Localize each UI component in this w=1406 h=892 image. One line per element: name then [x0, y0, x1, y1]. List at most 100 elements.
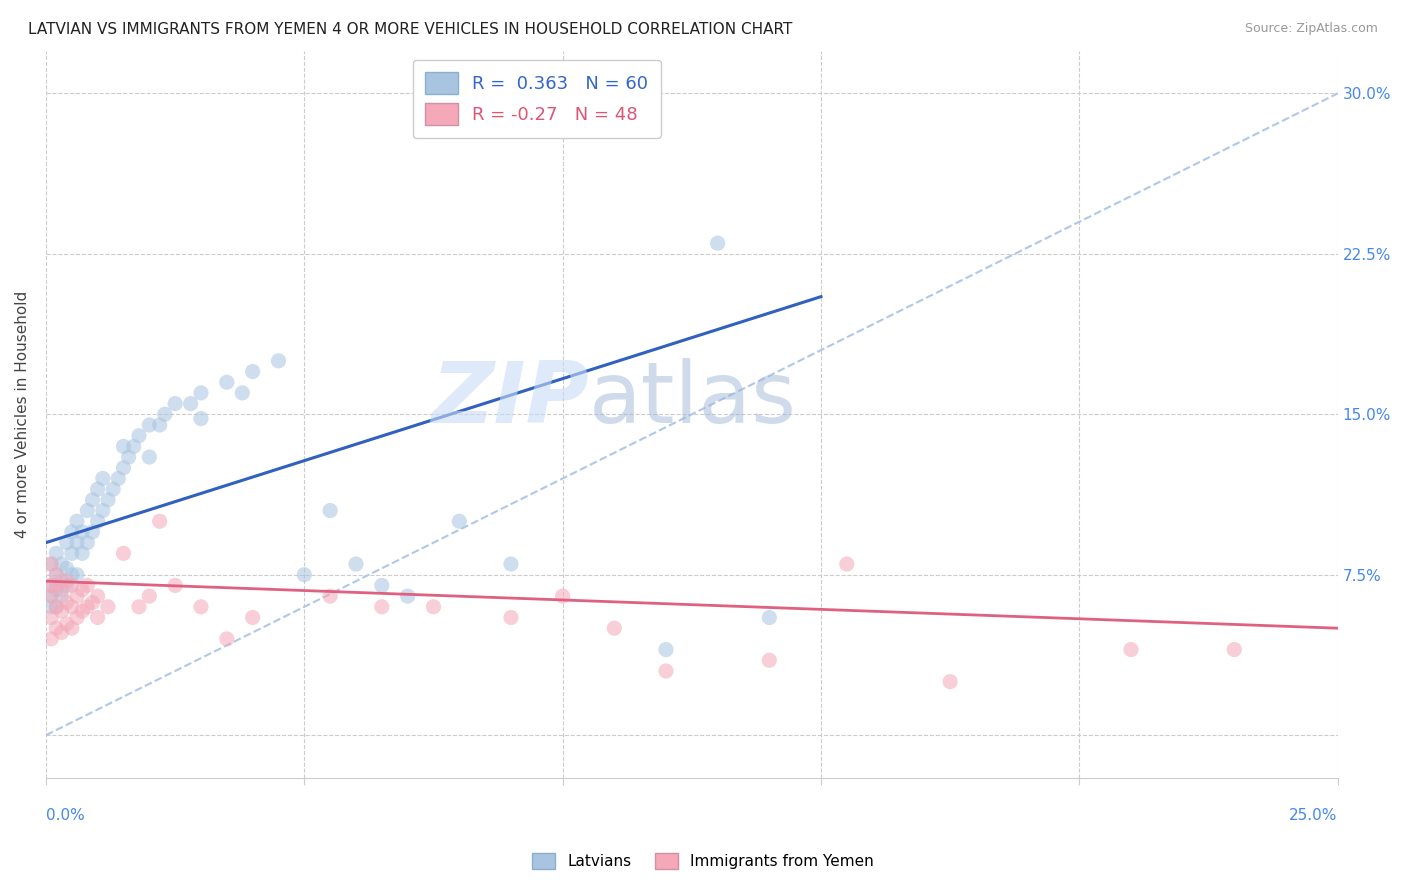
Point — [97, 492, 120, 507]
Point — [835, 557, 858, 571]
Point — [66, 514, 89, 528]
Text: Source: ZipAtlas.com: Source: ZipAtlas.com — [1244, 22, 1378, 36]
Point — [39, 557, 62, 571]
Point — [55, 535, 77, 549]
Point — [45, 567, 67, 582]
Point — [91, 503, 114, 517]
Point — [758, 653, 780, 667]
Point — [231, 385, 253, 400]
Point — [60, 524, 83, 539]
Text: 25.0%: 25.0% — [1289, 808, 1337, 823]
Text: LATVIAN VS IMMIGRANTS FROM YEMEN 4 OR MORE VEHICLES IN HOUSEHOLD CORRELATION CHA: LATVIAN VS IMMIGRANTS FROM YEMEN 4 OR MO… — [28, 22, 793, 37]
Point — [51, 557, 73, 571]
Point — [39, 610, 62, 624]
Point — [82, 492, 104, 507]
Point — [76, 599, 98, 614]
Point — [66, 589, 89, 603]
Point — [70, 582, 93, 597]
Point — [603, 621, 626, 635]
Point — [344, 557, 367, 571]
Point — [51, 574, 73, 589]
Point — [242, 365, 264, 379]
Point — [82, 524, 104, 539]
Point — [39, 632, 62, 646]
Legend: R =  0.363   N = 60, R = -0.27   N = 48: R = 0.363 N = 60, R = -0.27 N = 48 — [413, 60, 661, 138]
Point — [39, 599, 62, 614]
Point — [86, 514, 108, 528]
Point — [39, 589, 62, 603]
Point — [39, 557, 62, 571]
Point — [215, 632, 238, 646]
Point — [97, 599, 120, 614]
Point — [91, 471, 114, 485]
Point — [45, 546, 67, 560]
Y-axis label: 4 or more Vehicles in Household: 4 or more Vehicles in Household — [15, 291, 30, 538]
Point — [655, 664, 678, 678]
Point — [371, 578, 394, 592]
Point — [165, 578, 187, 592]
Point — [51, 582, 73, 597]
Point — [551, 589, 574, 603]
Point — [101, 482, 124, 496]
Point — [55, 561, 77, 575]
Point — [76, 535, 98, 549]
Point — [939, 674, 962, 689]
Point — [319, 503, 342, 517]
Point — [138, 417, 160, 432]
Point — [66, 535, 89, 549]
Point — [499, 610, 522, 624]
Point — [758, 610, 780, 624]
Point — [149, 417, 172, 432]
Point — [82, 595, 104, 609]
Point — [655, 642, 678, 657]
Point — [55, 616, 77, 631]
Point — [66, 567, 89, 582]
Point — [128, 428, 150, 442]
Point — [55, 595, 77, 609]
Point — [396, 589, 419, 603]
Text: ZIP: ZIP — [430, 359, 589, 442]
Point — [60, 599, 83, 614]
Point — [190, 411, 212, 425]
Point — [112, 546, 135, 560]
Point — [138, 450, 160, 464]
Point — [66, 610, 89, 624]
Point — [267, 354, 290, 368]
Point — [1223, 642, 1246, 657]
Point — [122, 439, 145, 453]
Point — [292, 567, 315, 582]
Point — [180, 396, 202, 410]
Point — [39, 578, 62, 592]
Point — [86, 589, 108, 603]
Point — [45, 582, 67, 597]
Point — [45, 578, 67, 592]
Point — [371, 599, 394, 614]
Point — [45, 599, 67, 614]
Point — [138, 589, 160, 603]
Point — [45, 599, 67, 614]
Point — [117, 450, 139, 464]
Point — [51, 625, 73, 640]
Point — [153, 407, 176, 421]
Point — [107, 471, 129, 485]
Point — [706, 236, 728, 251]
Point — [51, 604, 73, 618]
Point — [39, 578, 62, 592]
Point — [76, 503, 98, 517]
Point — [76, 578, 98, 592]
Point — [112, 460, 135, 475]
Point — [70, 604, 93, 618]
Point — [86, 610, 108, 624]
Point — [112, 439, 135, 453]
Point — [39, 589, 62, 603]
Point — [499, 557, 522, 571]
Point — [51, 589, 73, 603]
Text: atlas: atlas — [589, 359, 796, 442]
Point — [1119, 642, 1142, 657]
Point — [45, 621, 67, 635]
Text: 0.0%: 0.0% — [46, 808, 84, 823]
Point — [55, 578, 77, 592]
Point — [60, 567, 83, 582]
Point — [128, 599, 150, 614]
Point — [86, 482, 108, 496]
